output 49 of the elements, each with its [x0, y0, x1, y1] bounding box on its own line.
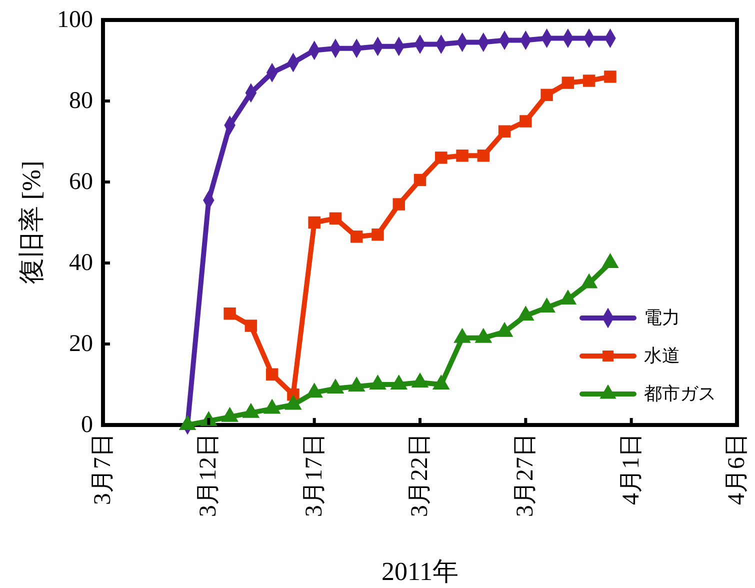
point [562, 76, 574, 89]
point [326, 378, 344, 394]
x-tick-label: 3月22日 [407, 433, 433, 517]
y-tick-label: 100 [57, 7, 93, 33]
y-tick-label: 0 [81, 412, 93, 438]
point [540, 88, 553, 102]
point [604, 70, 616, 83]
point [308, 216, 320, 229]
x-tick-label: 3月17日 [301, 433, 328, 517]
point [369, 374, 386, 390]
point [454, 328, 471, 343]
point [435, 152, 448, 164]
point [580, 273, 598, 288]
point [432, 374, 450, 390]
point [372, 228, 384, 241]
point [242, 402, 260, 418]
x-tick-label: 3月12日 [196, 433, 222, 517]
x-tick-label: 3月7日 [90, 433, 116, 505]
point [517, 306, 534, 321]
point [348, 376, 366, 392]
point [414, 174, 426, 186]
point [520, 115, 532, 128]
point [602, 252, 619, 268]
legend-label: 電力 [644, 308, 680, 328]
x-tick-label: 4月1日 [618, 433, 644, 505]
point [329, 212, 342, 225]
point [390, 374, 408, 390]
point [284, 394, 302, 410]
point [392, 198, 405, 210]
x-tick-label: 3月27日 [512, 433, 539, 517]
x-tick-label: 4月6日 [724, 433, 750, 505]
y-tick-label: 40 [69, 250, 93, 276]
y-tick-label: 60 [69, 169, 93, 195]
y-tick-label: 80 [69, 88, 93, 114]
y-axis-title: 復旧率 [%] [17, 160, 46, 284]
point [350, 230, 363, 243]
legend-label: 都市ガス [644, 384, 716, 404]
point [582, 74, 596, 87]
point [221, 406, 238, 422]
legend-label: 水道 [644, 346, 680, 366]
point [474, 328, 492, 343]
point [456, 150, 468, 162]
point [477, 150, 490, 162]
y-tick-label: 20 [69, 331, 93, 357]
point [498, 125, 511, 138]
point [263, 398, 281, 414]
x-axis-title: 2011年 [381, 557, 459, 586]
point [496, 322, 514, 337]
point [411, 372, 429, 388]
